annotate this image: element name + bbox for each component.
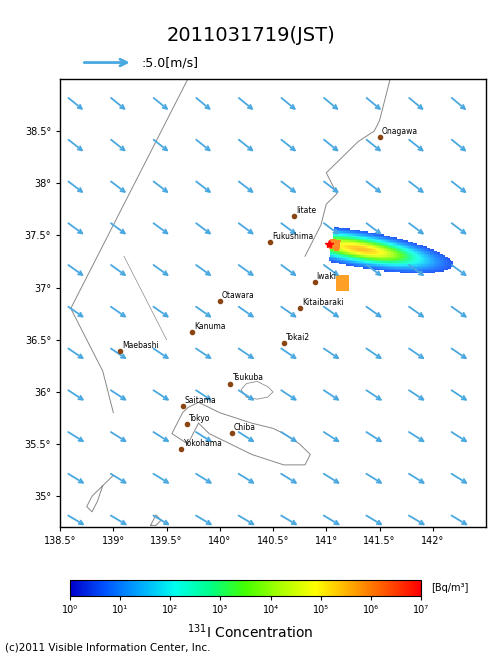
Text: Iitate: Iitate: [297, 206, 317, 215]
Text: Tokai2: Tokai2: [286, 333, 310, 342]
Text: Yokohama: Yokohama: [184, 439, 222, 448]
Text: [Bq/m³]: [Bq/m³]: [431, 583, 468, 593]
Text: (c)2011 Visible Information Center, Inc.: (c)2011 Visible Information Center, Inc.: [5, 643, 210, 652]
Text: Saitama: Saitama: [185, 397, 216, 405]
Text: 2011031719(JST): 2011031719(JST): [166, 26, 335, 45]
Text: :5.0[m/s]: :5.0[m/s]: [141, 56, 198, 69]
Text: $^{131}$I Concentration: $^{131}$I Concentration: [187, 623, 314, 641]
Text: Maebashi: Maebashi: [122, 341, 159, 350]
Text: Kitaibaraki: Kitaibaraki: [302, 299, 344, 307]
Text: Onagawa: Onagawa: [382, 127, 418, 136]
Text: Tsukuba: Tsukuba: [232, 374, 264, 382]
Text: Fukushima: Fukushima: [272, 231, 313, 241]
Text: Tokyo: Tokyo: [189, 414, 210, 423]
Text: Kanuma: Kanuma: [194, 322, 226, 331]
Text: Iwaki: Iwaki: [317, 272, 337, 281]
Text: Otawara: Otawara: [222, 291, 255, 300]
Text: Chiba: Chiba: [233, 422, 256, 432]
